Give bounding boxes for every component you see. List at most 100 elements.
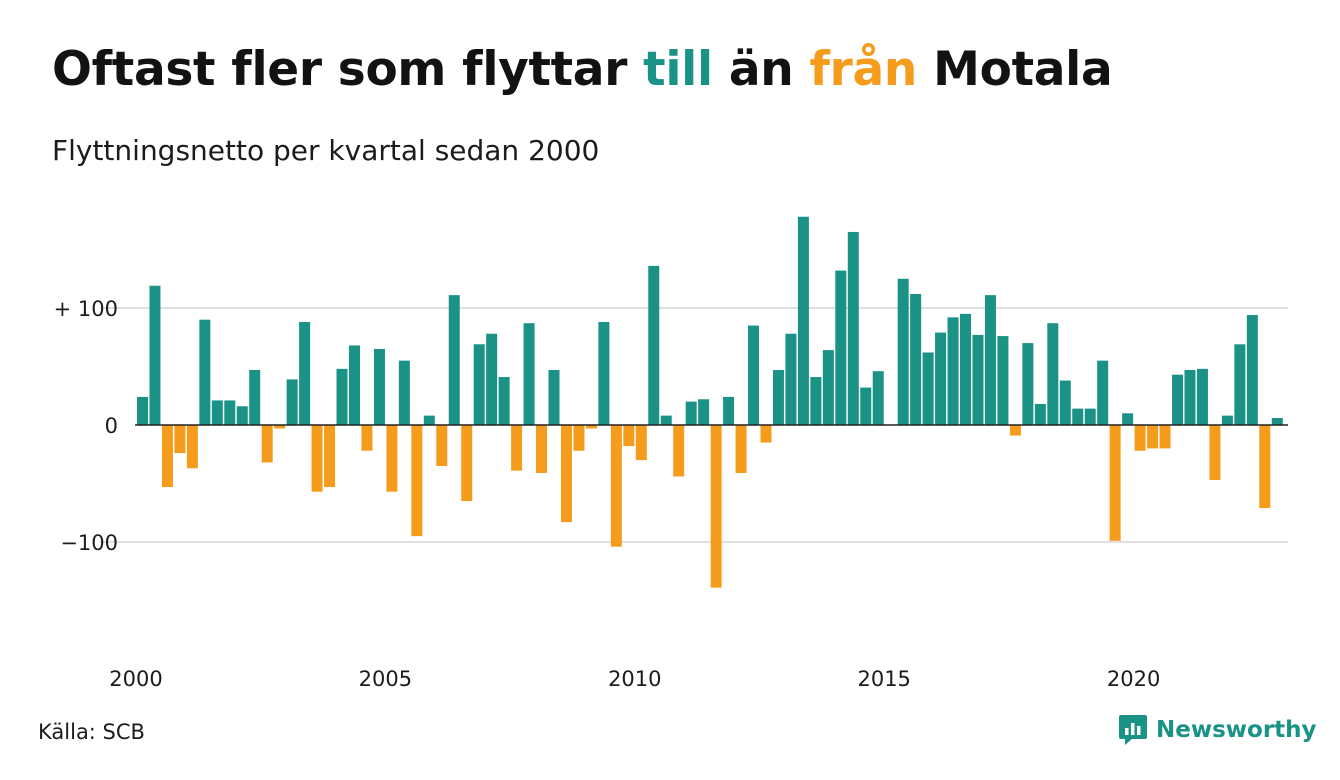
title-highlight-negative: från — [809, 42, 918, 97]
bar — [398, 360, 410, 425]
bar — [947, 317, 959, 425]
brand-logo: Newsworthy — [1118, 714, 1317, 746]
bar — [1022, 343, 1034, 425]
bar — [1246, 315, 1258, 425]
bar — [137, 396, 148, 425]
bar — [735, 425, 747, 473]
bar — [286, 379, 298, 425]
bar — [623, 425, 635, 447]
bar — [536, 425, 548, 473]
bar — [1034, 403, 1046, 425]
bar — [1134, 425, 1146, 451]
bar — [635, 425, 647, 461]
bar — [149, 285, 161, 425]
bar — [186, 425, 198, 469]
bar — [486, 333, 498, 425]
title-part-1: Oftast fler som flyttar — [52, 42, 644, 97]
bar — [835, 270, 847, 425]
x-tick-label: 2005 — [359, 667, 412, 691]
bar — [960, 313, 972, 425]
bar — [1221, 415, 1233, 425]
bar — [673, 425, 685, 477]
bar — [1271, 417, 1283, 425]
bar — [386, 425, 398, 492]
bar — [324, 425, 336, 488]
bar — [161, 425, 173, 488]
bar — [498, 377, 510, 425]
bar — [299, 322, 311, 425]
bar — [1122, 413, 1134, 425]
bar — [311, 425, 323, 492]
bar — [610, 425, 622, 547]
bar — [685, 401, 697, 425]
bar — [336, 368, 348, 425]
title-part-3: Motala — [917, 42, 1113, 97]
y-tick-label: −100 — [60, 531, 118, 555]
bar — [348, 345, 360, 425]
y-tick-label: 0 — [105, 414, 118, 438]
bar — [1159, 425, 1171, 449]
bar — [748, 325, 760, 425]
bar — [698, 399, 710, 425]
bar — [997, 336, 1009, 425]
bar — [473, 344, 485, 425]
bar — [822, 350, 834, 425]
chart-title: Oftast fler som flyttar till än från Mot… — [52, 42, 1113, 97]
bar — [174, 425, 186, 454]
bar — [797, 216, 809, 425]
bar — [199, 319, 211, 425]
bar — [1009, 425, 1021, 436]
bar — [249, 370, 261, 425]
bar — [847, 231, 859, 425]
bar — [1234, 344, 1246, 425]
x-tick-label: 2000 — [109, 667, 162, 691]
x-axis: 2000 2005 2010 2015 2020 — [109, 667, 1160, 691]
bar — [785, 333, 797, 425]
bar — [922, 352, 934, 425]
y-tick-label: + 100 — [54, 297, 118, 321]
bar — [910, 293, 922, 425]
bar — [211, 400, 223, 425]
bar — [261, 425, 273, 463]
bar — [361, 425, 373, 451]
bar — [598, 322, 610, 425]
chart-subtitle: Flyttningsnetto per kvartal sedan 2000 — [52, 134, 600, 167]
bar — [461, 425, 473, 502]
bar — [423, 415, 435, 425]
source-note: Källa: SCB — [38, 720, 145, 744]
bar — [436, 425, 448, 466]
bar — [972, 334, 984, 425]
bar — [660, 415, 672, 425]
bar — [236, 406, 248, 425]
bar — [448, 295, 460, 425]
y-axis: + 100 0 −100 — [54, 297, 118, 555]
bar — [1196, 368, 1208, 425]
bar — [1184, 370, 1196, 425]
bar — [860, 387, 872, 425]
bar — [560, 425, 572, 523]
bar — [224, 400, 236, 425]
bar — [935, 332, 947, 425]
bar — [897, 278, 909, 425]
bar — [1209, 425, 1221, 480]
bar — [810, 377, 822, 425]
bar — [1172, 374, 1184, 425]
bar — [548, 370, 560, 425]
brand-name: Newsworthy — [1156, 717, 1317, 743]
x-tick-label: 2010 — [608, 667, 661, 691]
bar — [710, 425, 722, 588]
bar — [984, 295, 996, 425]
bars-group — [137, 216, 1283, 588]
bar — [523, 323, 535, 425]
bar — [373, 348, 385, 425]
bar — [772, 370, 784, 425]
bar — [1059, 380, 1071, 425]
title-highlight-positive: till — [643, 42, 713, 97]
bar — [573, 425, 585, 451]
bar — [274, 425, 286, 429]
bar — [1147, 425, 1159, 449]
bar — [1084, 408, 1096, 425]
bar — [1097, 360, 1109, 425]
bar — [1047, 323, 1059, 425]
